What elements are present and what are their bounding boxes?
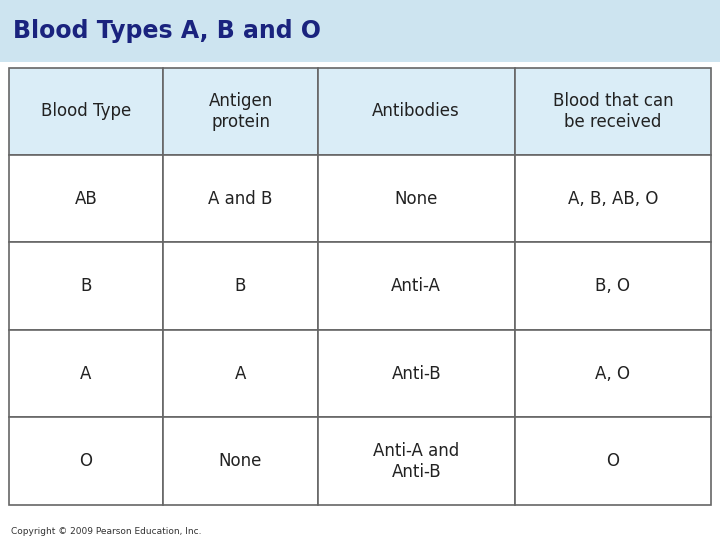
Bar	[163, 155, 318, 242]
Bar	[515, 68, 711, 155]
Bar	[9, 330, 163, 417]
Bar	[318, 242, 515, 330]
Text: A and B: A and B	[208, 190, 273, 208]
Text: B: B	[235, 277, 246, 295]
Text: A, B, AB, O: A, B, AB, O	[568, 190, 658, 208]
Bar	[318, 417, 515, 505]
Bar	[515, 330, 711, 417]
Text: Anti-A: Anti-A	[391, 277, 441, 295]
Text: O: O	[79, 452, 92, 470]
Bar	[318, 68, 515, 155]
Bar	[515, 242, 711, 330]
Text: None: None	[395, 190, 438, 208]
Text: Copyright © 2009 Pearson Education, Inc.: Copyright © 2009 Pearson Education, Inc.	[11, 526, 202, 536]
Text: B, O: B, O	[595, 277, 631, 295]
Bar	[515, 155, 711, 242]
Bar	[9, 242, 163, 330]
Bar	[9, 68, 163, 155]
Bar	[163, 330, 318, 417]
Text: B: B	[80, 277, 91, 295]
Text: Anti-A and
Anti-B: Anti-A and Anti-B	[373, 442, 459, 481]
Bar	[0, 0, 720, 62]
Text: A, O: A, O	[595, 364, 631, 383]
Bar	[163, 68, 318, 155]
Bar	[163, 417, 318, 505]
Bar	[163, 242, 318, 330]
Text: AB: AB	[75, 190, 97, 208]
Bar	[9, 155, 163, 242]
Text: Blood that can
be received: Blood that can be received	[553, 92, 673, 131]
Text: A: A	[80, 364, 91, 383]
Text: Antigen
protein: Antigen protein	[208, 92, 273, 131]
Text: O: O	[606, 452, 619, 470]
Text: Anti-B: Anti-B	[392, 364, 441, 383]
Text: Blood Types A, B and O: Blood Types A, B and O	[13, 19, 321, 43]
Text: Blood Type: Blood Type	[41, 102, 131, 120]
Bar	[9, 417, 163, 505]
Text: Antibodies: Antibodies	[372, 102, 460, 120]
Bar	[318, 330, 515, 417]
Text: None: None	[219, 452, 262, 470]
Bar	[515, 417, 711, 505]
Text: A: A	[235, 364, 246, 383]
Bar	[318, 155, 515, 242]
